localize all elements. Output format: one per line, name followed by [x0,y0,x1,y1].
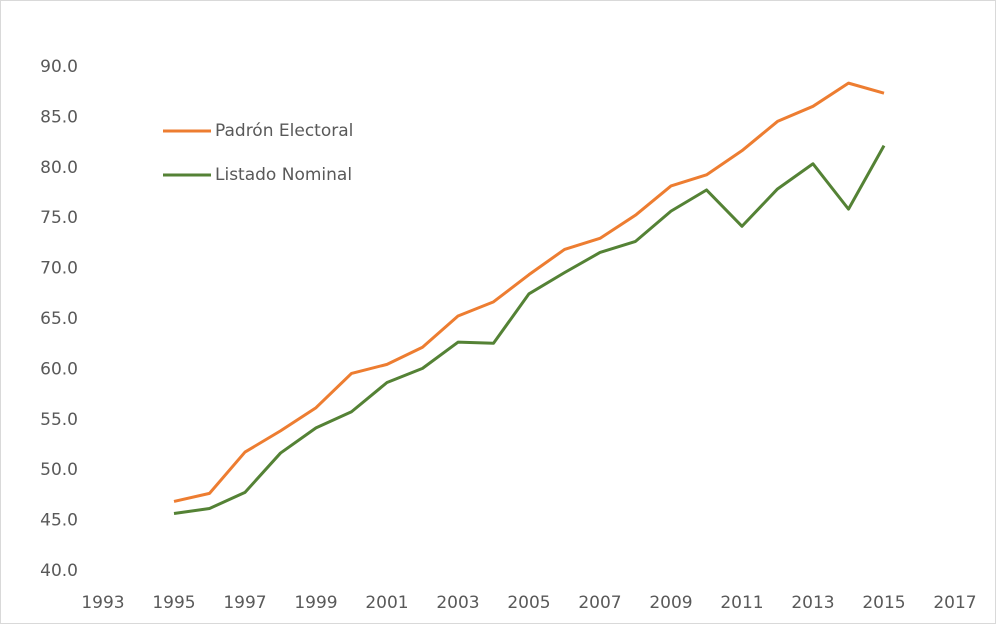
x-tick-label: 2005 [507,593,550,613]
y-tick-label: 50.0 [40,460,78,480]
y-tick-label: 65.0 [40,309,78,329]
x-tick-label: 2003 [436,593,479,613]
series-line [173,144,886,516]
y-tick-label: 90.0 [40,57,78,77]
x-tick-label: 1997 [223,593,266,613]
x-tick-label: 1995 [152,593,195,613]
x-tick-label: 1999 [294,593,337,613]
x-tick-label: 2011 [720,593,763,613]
x-tick-label: 2017 [933,593,976,613]
x-tick-label: 2013 [791,593,834,613]
y-tick-label: 55.0 [40,410,78,430]
y-tick-label: 60.0 [40,359,78,379]
x-tick-label: 1993 [81,593,124,613]
y-tick-label: 85.0 [40,107,78,127]
x-tick-label: 2007 [578,593,621,613]
y-tick-label: 70.0 [40,259,78,279]
x-tick-label: 2001 [365,593,408,613]
x-tick-label: 2009 [649,593,692,613]
y-tick-label: 80.0 [40,158,78,178]
legend-label: Padrón Electoral [215,121,353,141]
legend-label: Listado Nominal [215,165,352,185]
y-tick-label: 45.0 [40,511,78,531]
y-tick-label: 40.0 [40,561,78,581]
x-tick-label: 2015 [862,593,905,613]
y-tick-label: 75.0 [40,208,78,228]
series-line [173,81,885,503]
